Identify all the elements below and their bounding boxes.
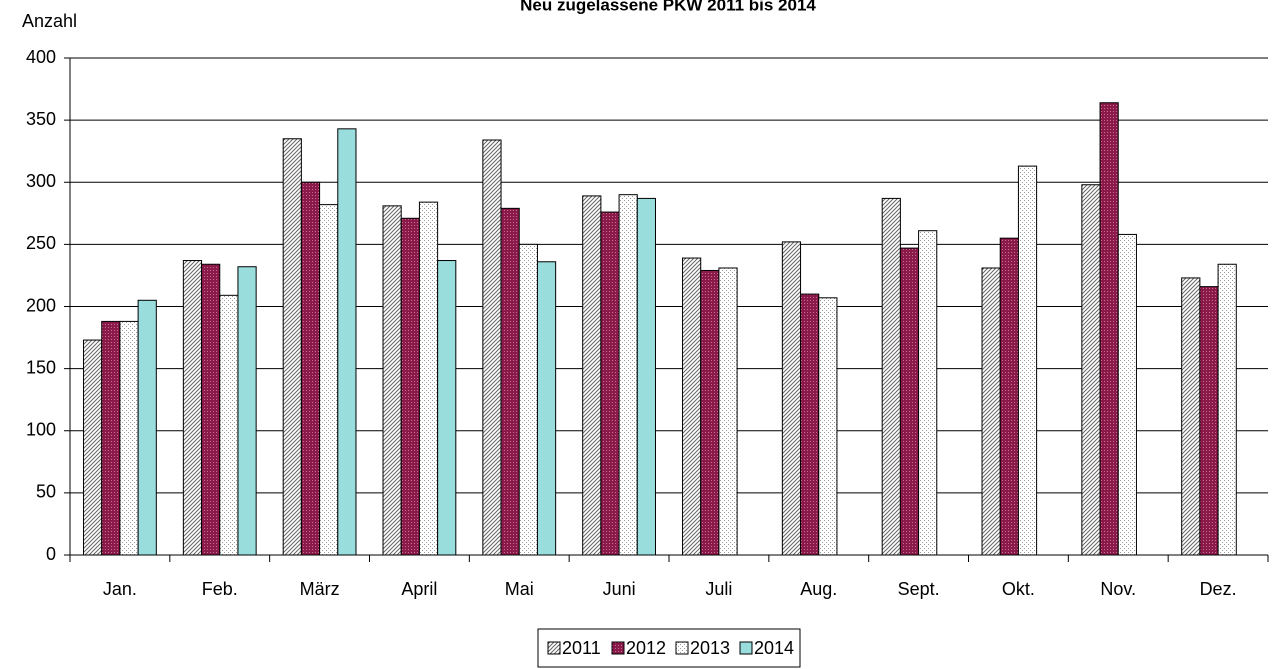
- bar: [237, 266, 257, 556]
- bar: [500, 207, 520, 556]
- bar: [618, 194, 638, 556]
- y-tick-label: 150: [26, 357, 56, 377]
- legend-box: [537, 628, 801, 668]
- bar: [1099, 102, 1119, 556]
- bar: [382, 205, 402, 556]
- y-tick-label: 50: [36, 482, 56, 502]
- bar: [600, 211, 620, 556]
- bar: [482, 139, 502, 556]
- y-axis-label: Anzahl: [22, 11, 77, 31]
- bar: [999, 237, 1019, 556]
- bar: [83, 339, 103, 556]
- x-tick-label: Mai: [505, 579, 534, 599]
- legend-swatch: [739, 641, 753, 655]
- x-tick-label: Jan.: [103, 579, 137, 599]
- x-tick-label: Nov.: [1100, 579, 1136, 599]
- bar: [781, 241, 802, 556]
- x-tick-label: Dez.: [1200, 579, 1237, 599]
- bar: [682, 257, 702, 556]
- bar: [981, 267, 1001, 556]
- bar: [1117, 233, 1137, 556]
- bar: [437, 260, 457, 556]
- bar: [337, 128, 357, 556]
- x-tick-label: Feb.: [202, 579, 238, 599]
- bar: [1217, 263, 1237, 556]
- x-tick-label: Juli: [705, 579, 732, 599]
- legend-label: 2014: [754, 638, 794, 658]
- bar: [800, 293, 820, 556]
- legend-swatch: [547, 641, 561, 655]
- bar: [300, 181, 321, 556]
- bar: [418, 201, 439, 556]
- y-tick-label: 200: [26, 295, 56, 315]
- bar: [1199, 286, 1219, 556]
- bar: [282, 138, 302, 556]
- bar: [1017, 165, 1038, 556]
- bar: [518, 243, 538, 556]
- y-tick-label: 100: [26, 420, 56, 440]
- bar: [918, 230, 938, 556]
- chart-title: Neu zugelassene PKW 2011 bis 2014: [520, 0, 816, 14]
- x-tick-label: April: [401, 579, 437, 599]
- bar: [536, 261, 557, 556]
- y-tick-label: 0: [46, 544, 56, 564]
- bar: [718, 267, 738, 556]
- bar: [137, 299, 157, 556]
- bar: [219, 294, 239, 556]
- bar: [119, 320, 139, 556]
- y-tick-label: 350: [26, 109, 56, 129]
- bar: [201, 263, 221, 556]
- x-tick-label: Juni: [603, 579, 636, 599]
- y-tick-label: 300: [26, 171, 56, 191]
- bar: [1181, 277, 1201, 556]
- legend-swatch: [675, 641, 689, 655]
- y-tick-label: 400: [26, 47, 56, 67]
- bar: [101, 320, 121, 556]
- x-tick-label: März: [300, 579, 340, 599]
- bar: [881, 197, 901, 556]
- bar: [400, 217, 420, 556]
- legend-swatch: [611, 641, 625, 655]
- legend-label: 2012: [626, 638, 666, 658]
- x-tick-label: Aug.: [800, 579, 837, 599]
- legend-label: 2013: [690, 638, 730, 658]
- bar: [636, 197, 656, 556]
- bar: [582, 195, 602, 556]
- bar: [700, 269, 720, 556]
- x-tick-label: Sept.: [898, 579, 940, 599]
- bar: [899, 247, 920, 556]
- bar: [319, 204, 339, 556]
- bar: [1081, 184, 1101, 556]
- y-tick-label: 250: [26, 233, 56, 253]
- bar: [182, 260, 203, 556]
- legend-label: 2011: [562, 638, 601, 658]
- bar: [818, 297, 838, 556]
- x-tick-label: Okt.: [1002, 579, 1035, 599]
